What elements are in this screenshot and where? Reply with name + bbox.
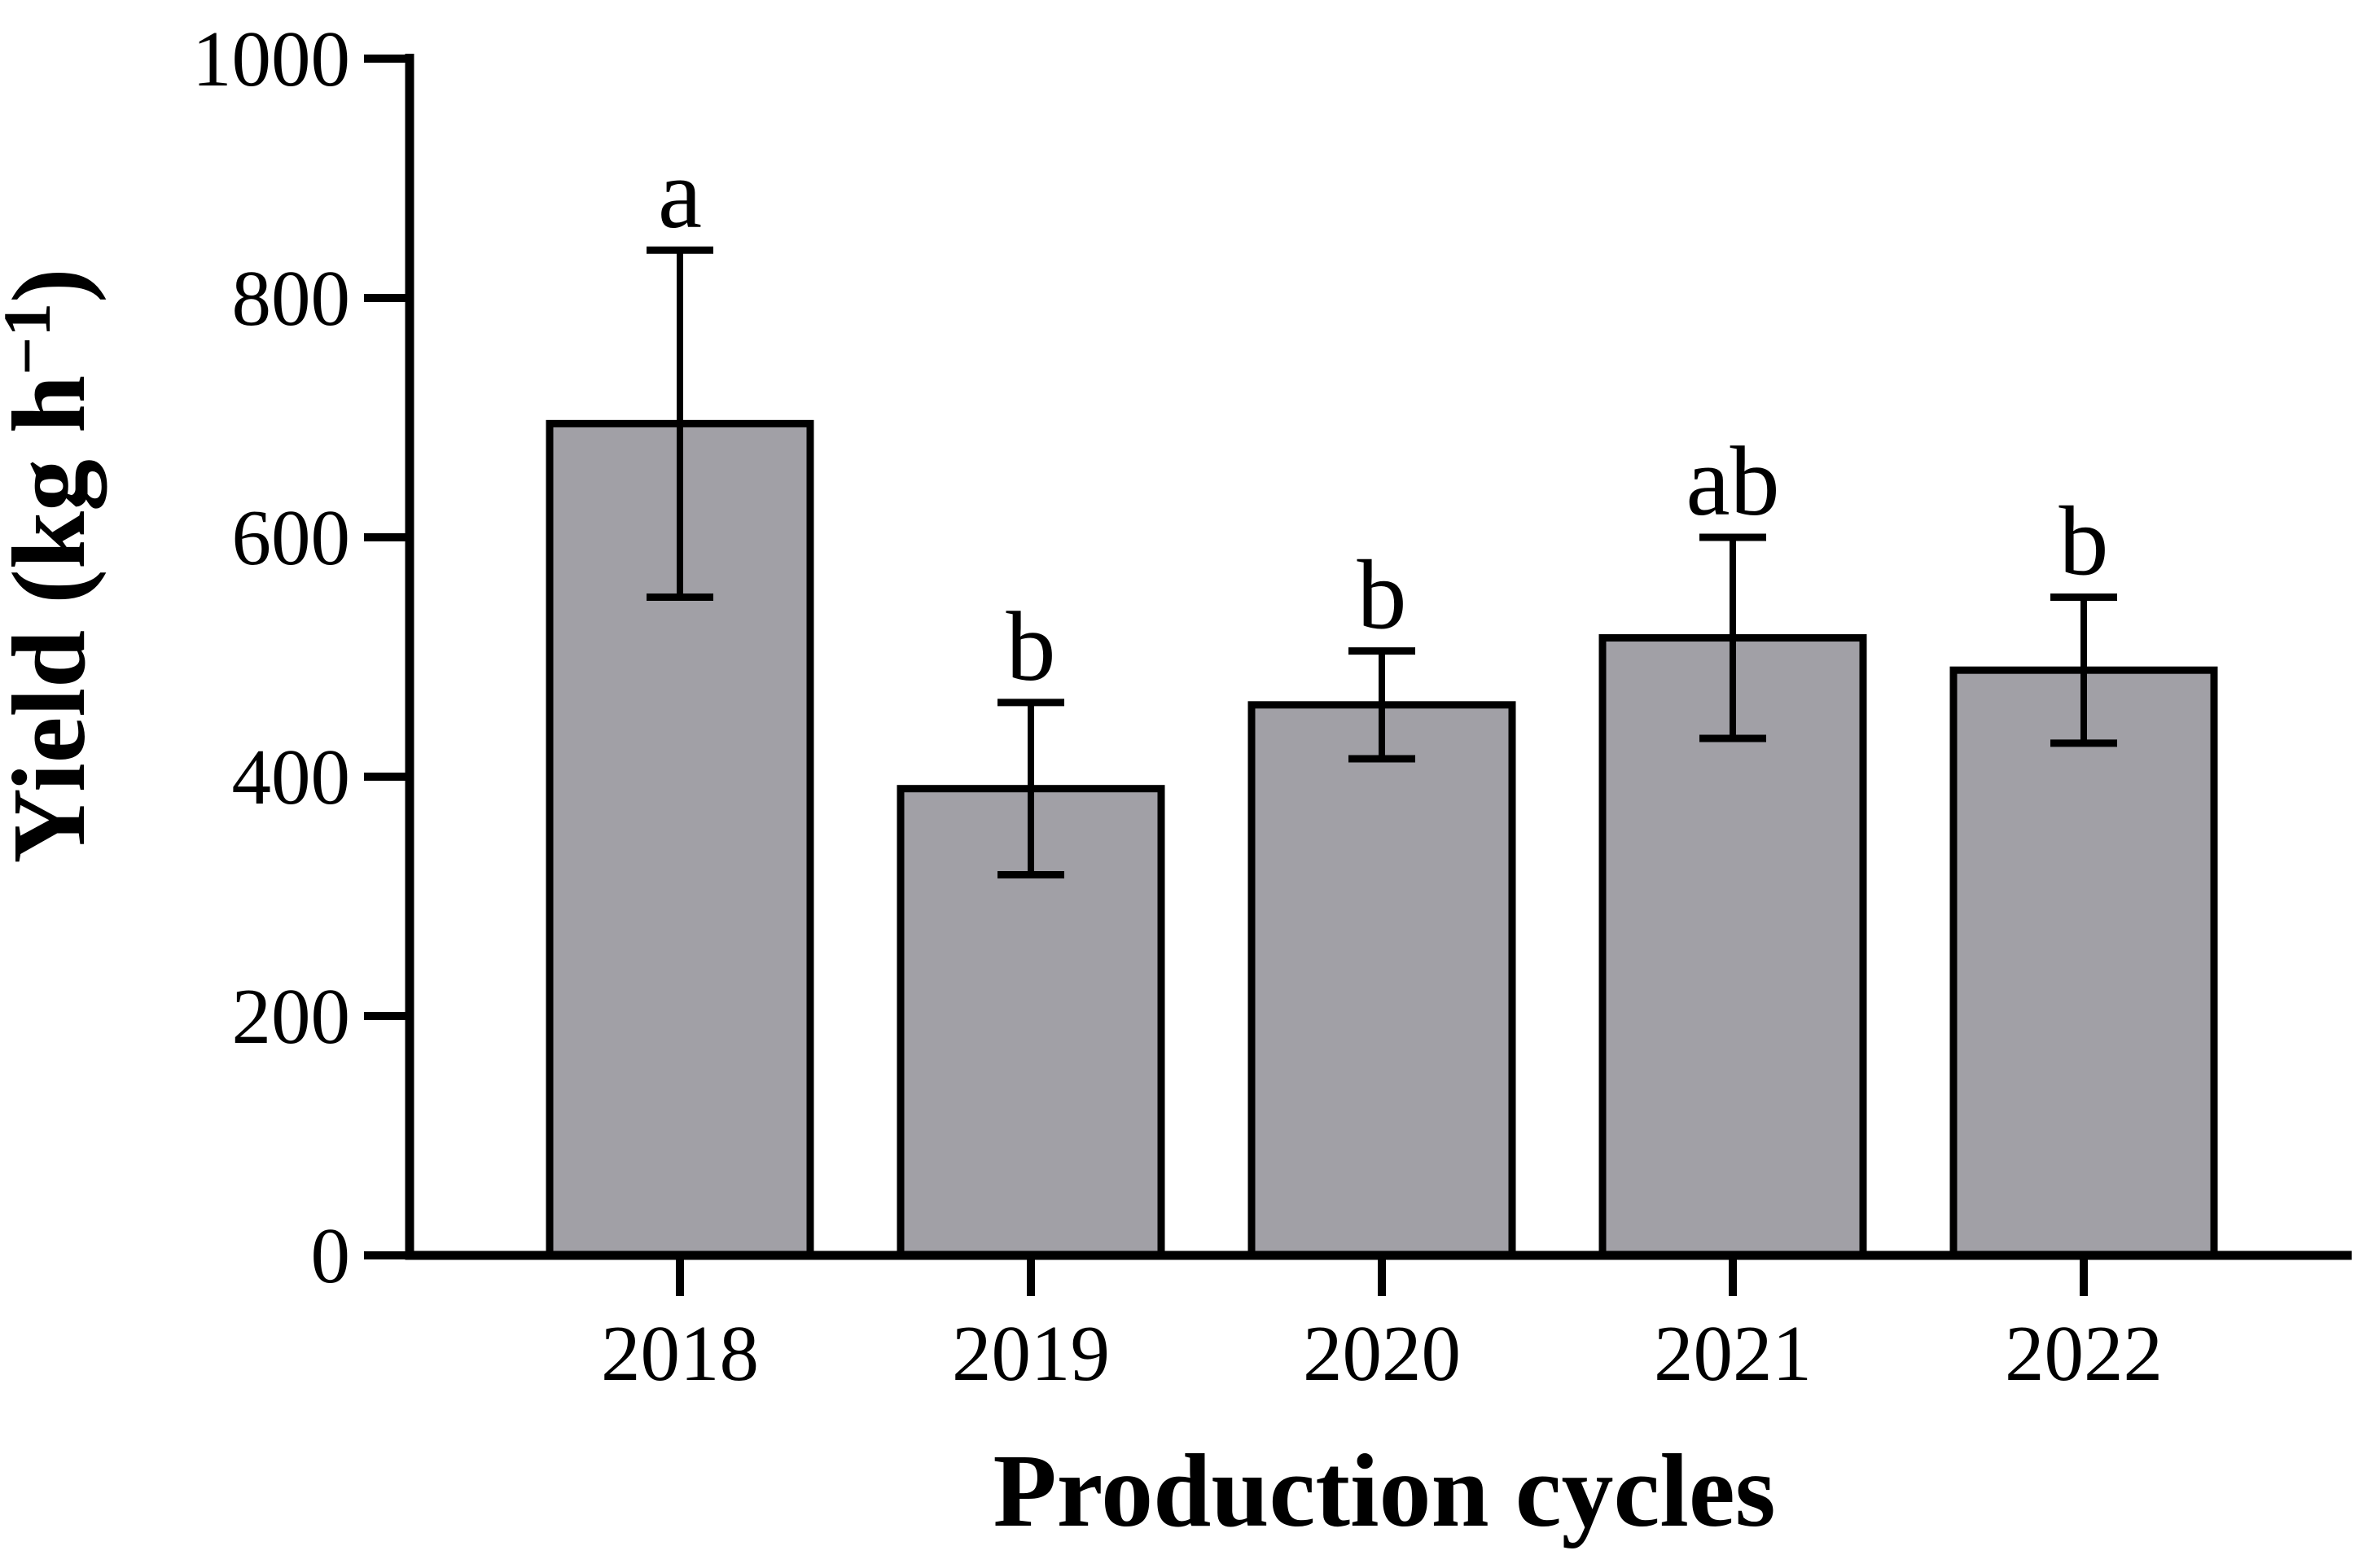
sig-letter-2018: a	[658, 139, 702, 249]
x-tick-label-2021: 2021	[1654, 1310, 1812, 1397]
sig-letter-2021: ab	[1686, 427, 1779, 537]
y-axis-title: Yield (kg h−1)	[0, 268, 107, 863]
x-tick-label-2019: 2019	[952, 1310, 1110, 1397]
bar-2020	[1247, 701, 1516, 1259]
x-tick-label-2020: 2020	[1303, 1310, 1461, 1397]
y-tick-label-400: 400	[232, 734, 351, 821]
bar-2021	[1598, 633, 1867, 1259]
y-tick-label-0: 0	[311, 1212, 351, 1299]
sig-letter-2019: b	[1006, 592, 1056, 702]
y-tick-label-800: 800	[232, 255, 351, 342]
y-tick-label-1000: 1000	[192, 15, 350, 103]
y-tick-label-200: 200	[232, 973, 351, 1060]
x-axis-title: Production cycles	[993, 1433, 1775, 1548]
y-tick-label-600: 600	[232, 494, 351, 581]
x-tick-label-2022: 2022	[2005, 1310, 2163, 1397]
axes-layer	[364, 54, 2352, 1296]
sig-letter-2022: b	[2059, 487, 2109, 597]
tick-labels-layer: a 2018 b 2019 b 2020 ab 2021 b 2022 0 200 400 600 800 1…	[192, 15, 2163, 1397]
bar-2022	[1949, 666, 2218, 1259]
x-tick-label-2018: 2018	[601, 1310, 759, 1397]
error-bars-layer	[647, 246, 2117, 879]
sig-letter-2020: b	[1357, 541, 1407, 650]
